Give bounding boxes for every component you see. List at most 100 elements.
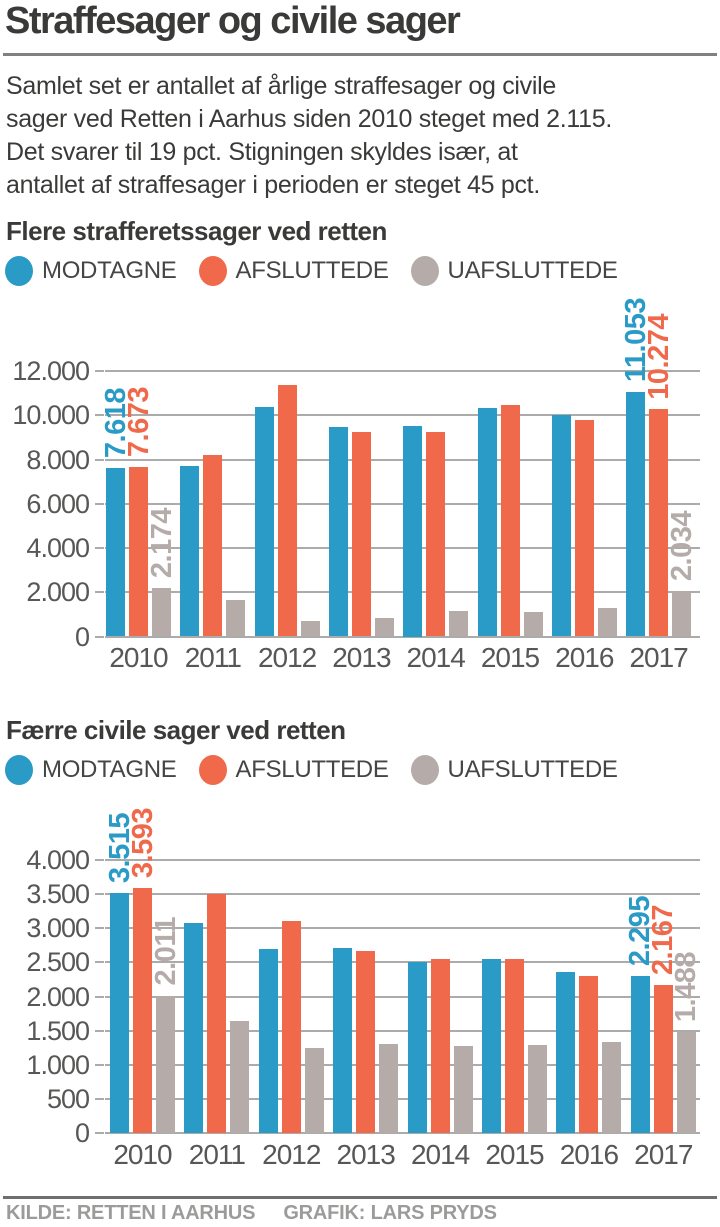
- x-axis-year-label: 2017: [634, 1139, 693, 1170]
- axis-tick: [95, 859, 104, 861]
- gridline: [105, 859, 700, 861]
- title-rule: [3, 53, 717, 56]
- gridline: [105, 927, 700, 930]
- axis-tick: [95, 458, 104, 461]
- legend-label: UAFSLUTTEDE: [447, 756, 618, 783]
- bar-afsluttede-2013: [356, 951, 376, 1134]
- bar-afsluttede-2015: [500, 405, 520, 637]
- bar-modtagne-2015: [482, 959, 501, 1134]
- gridline: [105, 591, 700, 594]
- y-axis-tick-label: 4.000: [26, 533, 90, 563]
- y-axis-tick-label: 2.500: [26, 947, 90, 978]
- legend-label: AFSLUTTEDE: [235, 756, 389, 783]
- bar-modtagne-2010: [110, 893, 129, 1134]
- axis-tick: [95, 414, 104, 417]
- x-axis-year-label: 2012: [257, 642, 317, 673]
- bar-uafsluttede-2016: [597, 607, 617, 637]
- gridline: [105, 1063, 700, 1066]
- x-axis-year-label: 2015: [480, 642, 540, 673]
- chart-title-civil-cases: Færre civile sager ved retten: [6, 715, 346, 745]
- legend-item: MODTAGNE: [5, 755, 177, 785]
- x-axis-year-label: 2011: [188, 1139, 246, 1170]
- legend-item: UAFSLUTTEDE: [410, 755, 618, 785]
- bar-modtagne-2011: [184, 922, 204, 1134]
- x-axis-year-label: 2015: [485, 1139, 544, 1170]
- bar-uafsluttede-2014: [449, 610, 469, 637]
- chart-title-criminal-cases: Flere strafferetssager ved retten: [6, 216, 387, 246]
- legend-dot-icon: [5, 256, 33, 286]
- bar-uafsluttede-2017: [672, 591, 692, 637]
- bar-afsluttede-2010: [133, 887, 152, 1134]
- value-label: 2.174: [145, 508, 178, 579]
- bar-afsluttede-2010: [129, 466, 148, 637]
- gridline: [105, 547, 700, 549]
- gridline: [105, 370, 700, 372]
- value-label: 2.034: [665, 511, 698, 582]
- x-axis-year-label: 2014: [406, 642, 466, 673]
- bar-uafsluttede-2017: [676, 1031, 696, 1134]
- axis-tick: [95, 591, 104, 594]
- bar-afsluttede-2013: [351, 431, 371, 637]
- bar-modtagne-2011: [180, 466, 200, 637]
- y-axis-tick-label: 2.000: [26, 981, 90, 1012]
- criminal-cases-bar-chart: 12.000 10.000 8.000 6.000 4.000 2.000 0 7.618 7.…: [0, 298, 720, 685]
- bar-uafsluttede-2016: [602, 1041, 622, 1134]
- civil-cases-bar-chart: 4.000 3.500 3.000 2.500 2.000 1.500 1.000 500 0 3…: [0, 800, 720, 1185]
- bar-afsluttede-2016: [579, 976, 599, 1134]
- y-axis-tick-label: 0: [74, 1118, 90, 1149]
- bar-afsluttede-2011: [207, 894, 227, 1134]
- x-axis-year-label: 2014: [410, 1139, 470, 1170]
- y-axis-tick-label: 500: [46, 1084, 90, 1115]
- value-label: 2.011: [149, 917, 182, 986]
- graphics-credit: GRAFIK: LARS PRYDS: [283, 1202, 497, 1224]
- bar-afsluttede-2017: [653, 985, 673, 1134]
- bar-afsluttede-2016: [574, 420, 594, 637]
- bar-modtagne-2013: [328, 427, 348, 637]
- legend-label: MODTAGNE: [42, 257, 177, 284]
- legend-dot-icon: [5, 755, 33, 785]
- y-axis-tick-label: 6.000: [26, 488, 90, 519]
- bar-modtagne-2014: [407, 962, 427, 1134]
- bar-modtagne-2016: [556, 972, 576, 1134]
- bar-modtagne-2012: [258, 948, 278, 1134]
- bar-uafsluttede-2010: [156, 995, 175, 1134]
- axis-tick: [95, 635, 104, 638]
- bar-afsluttede-2014: [426, 432, 446, 637]
- bar-uafsluttede-2012: [304, 1047, 324, 1134]
- axis-tick: [95, 502, 104, 505]
- axis-tick: [95, 1098, 104, 1101]
- gridline: [105, 414, 700, 417]
- legend-label: AFSLUTTEDE: [235, 257, 389, 284]
- y-axis-tick-label: 12.000: [12, 356, 90, 386]
- intro-line: antallet af straffesager i perioden er s…: [6, 171, 540, 199]
- value-label: 7.673: [122, 386, 155, 457]
- x-axis-year-label: 2017: [629, 642, 688, 673]
- gridline: [105, 893, 700, 896]
- intro-line: sager ved Retten i Aarhus siden 2010 ste…: [6, 105, 612, 133]
- bar-uafsluttede-2013: [379, 1043, 399, 1134]
- intro-line: Det svarer til 19 pct. Stigningen skylde…: [6, 138, 518, 166]
- legend-item: AFSLUTTEDE: [198, 755, 389, 785]
- bar-uafsluttede-2015: [523, 612, 543, 637]
- y-axis-tick-label: 1.000: [26, 1049, 90, 1080]
- y-axis-tick-label: 0: [74, 621, 90, 652]
- x-axis-year-label: 2013: [332, 642, 391, 673]
- legend-item: UAFSLUTTEDE: [410, 256, 618, 286]
- value-label: 10.274: [642, 313, 675, 400]
- axis-tick: [95, 893, 104, 896]
- bar-afsluttede-2014: [430, 958, 450, 1134]
- y-axis-tick-label: 3.500: [26, 879, 90, 910]
- gridline: [105, 635, 700, 638]
- legend-civil-cases: MODTAGNE AFSLUTTEDE UAFSLUTTEDE: [5, 753, 618, 787]
- bar-afsluttede-2012: [281, 920, 301, 1134]
- bar-modtagne-2014: [403, 426, 423, 637]
- legend-dot-icon: [410, 256, 439, 286]
- bar-uafsluttede-2012: [300, 621, 320, 637]
- bar-modtagne-2012: [254, 406, 274, 637]
- x-axis-year-label: 2010: [113, 1139, 172, 1170]
- axis-tick: [95, 1132, 104, 1135]
- y-axis-tick-label: 2.000: [26, 577, 90, 608]
- y-axis-tick-label: 1.500: [26, 1015, 90, 1046]
- legend-dot-icon: [410, 755, 439, 785]
